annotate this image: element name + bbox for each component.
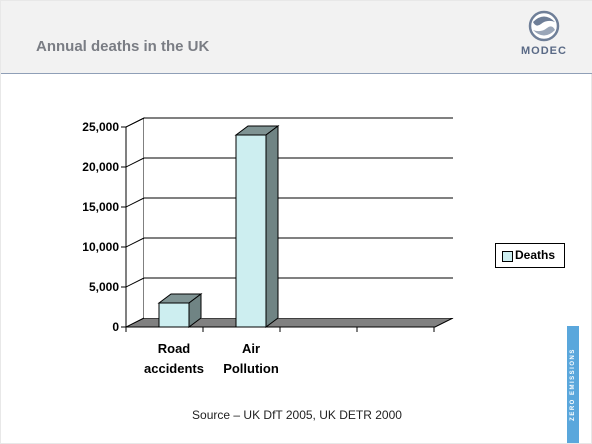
logo-text: MODEC	[521, 45, 567, 57]
gridline-side	[125, 237, 145, 248]
y-tick-label: 25,000	[82, 120, 119, 134]
chart-svg: 0 5,000 10,000 15,000 20,000 25,000 Road accide…	[82, 117, 454, 376]
modec-swirl-icon	[528, 10, 560, 42]
x-category-label: accidents	[144, 361, 204, 376]
source-note: Source – UK DfT 2005, UK DETR 2000	[192, 408, 402, 422]
chart-side-wall	[125, 117, 145, 328]
x-category-label: Pollution	[223, 361, 279, 376]
bar	[235, 134, 267, 328]
y-tick-label: 20,000	[82, 160, 119, 174]
gridline-side	[125, 117, 145, 128]
x-category-label: Road	[158, 341, 191, 356]
slide-header: Annual deaths in the UK MODEC	[1, 1, 592, 74]
x-category-label: Air	[242, 341, 260, 356]
bar-chart: 0 5,000 10,000 15,000 20,000 25,000 Road accide…	[1, 101, 501, 406]
modec-logo: MODEC	[511, 9, 577, 67]
zero-emissions-band: ZERO EMISSIONS	[567, 326, 579, 443]
y-tick-label: 15,000	[82, 200, 119, 214]
bar	[158, 302, 190, 328]
chart-back-wall	[144, 118, 453, 318]
y-tick-label: 10,000	[82, 240, 119, 254]
y-tick-label: 5,000	[89, 280, 119, 294]
gridline-side	[125, 157, 145, 168]
slide-title: Annual deaths in the UK	[36, 38, 210, 55]
y-tick-label: 0	[112, 320, 119, 334]
legend-label: Deaths	[515, 248, 556, 262]
zero-emissions-text: ZERO EMISSIONS	[570, 348, 576, 421]
legend-swatch	[502, 251, 513, 262]
legend: Deaths	[495, 243, 565, 268]
bar-side	[188, 293, 202, 328]
gridline-side	[125, 197, 145, 208]
gridline-side	[125, 277, 145, 288]
bar-side	[265, 125, 279, 328]
